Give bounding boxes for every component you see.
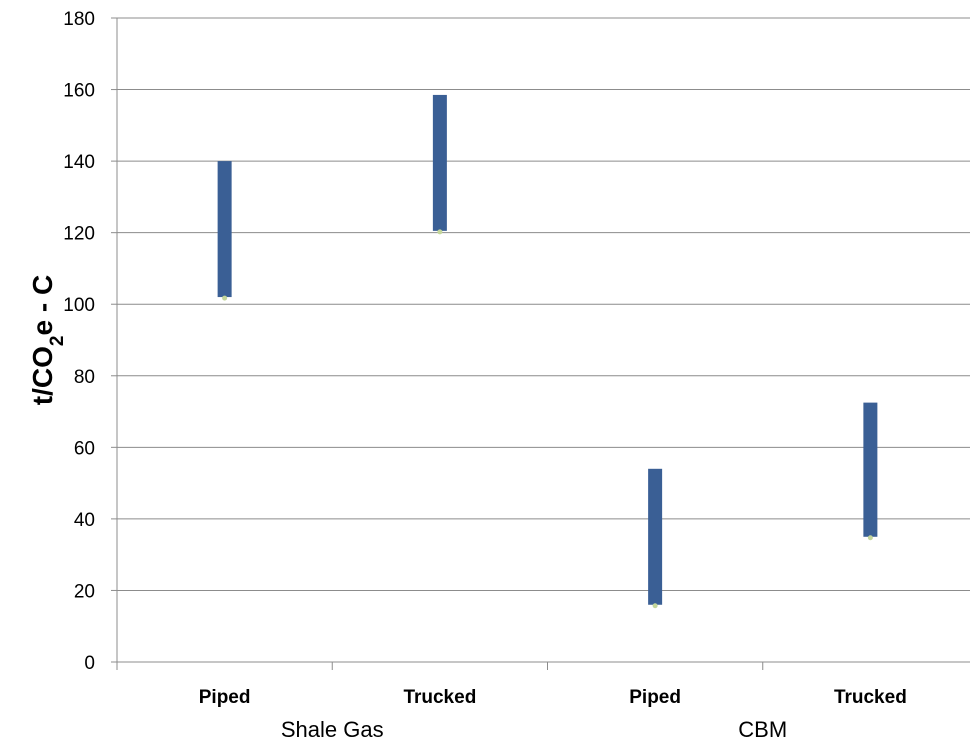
y-tick-label: 120 — [63, 224, 95, 245]
low-marker — [652, 603, 658, 609]
x-category-label: Trucked — [403, 687, 476, 708]
x-category-label: Piped — [629, 687, 681, 708]
y-tick-label: 80 — [74, 367, 95, 388]
low-marker — [222, 295, 228, 301]
range-bar-shale-gas-piped — [217, 161, 232, 298]
y-axis-title-prefix: t/CO — [27, 346, 58, 405]
range-bar-shale-gas-trucked — [432, 94, 447, 231]
y-tick-label: 0 — [84, 653, 95, 674]
range-bars — [217, 94, 878, 609]
range-bar-cbm-trucked — [863, 402, 878, 537]
axis-labels: 0 20 40 60 80 100 120 140 160 180 Piped Trucked Pipe… — [63, 9, 907, 742]
y-axis-title-suffix: e - C — [27, 275, 58, 336]
y-axis-title: t/CO2e - C — [27, 275, 68, 405]
y-axis-title-subscript: 2 — [47, 336, 68, 347]
y-tick-label: 60 — [74, 438, 95, 459]
low-marker — [867, 535, 873, 541]
gridlines — [117, 17, 970, 591]
y-tick-label: 20 — [74, 581, 95, 602]
low-marker — [437, 229, 443, 235]
y-tick-label: 180 — [63, 9, 95, 30]
y-tick-label: 140 — [63, 152, 95, 173]
x-group-label: CBM — [738, 717, 787, 742]
y-tick-label: 160 — [63, 81, 95, 102]
x-category-label: Piped — [199, 687, 251, 708]
axes — [111, 17, 970, 670]
x-category-label: Trucked — [834, 687, 907, 708]
y-tick-label: 40 — [74, 510, 95, 531]
y-tick-label: 100 — [63, 295, 95, 316]
x-group-label: Shale Gas — [281, 717, 384, 742]
range-bar-cbm-piped — [648, 468, 663, 605]
